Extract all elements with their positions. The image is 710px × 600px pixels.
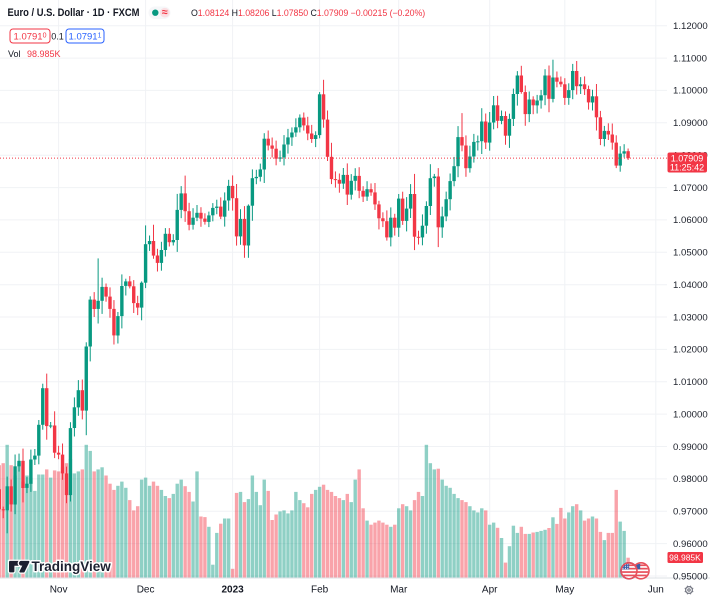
svg-text:O1.08124 H1.08206 L1.07850 C1.: O1.08124 H1.08206 L1.07850 C1.07909 −0.0…: [191, 8, 425, 18]
svg-text:1.02000: 1.02000: [673, 345, 708, 356]
svg-text:1.04000: 1.04000: [673, 280, 708, 291]
svg-text:Mar: Mar: [390, 585, 408, 596]
svg-text:1.07910: 1.07910: [14, 32, 47, 43]
svg-text:1.03000: 1.03000: [673, 312, 708, 323]
svg-text:May: May: [555, 585, 574, 596]
svg-text:1.07909: 1.07909: [671, 154, 704, 164]
svg-text:TradingView: TradingView: [32, 559, 112, 574]
svg-text:1.01000: 1.01000: [673, 377, 708, 388]
svg-text:≈: ≈: [162, 7, 168, 19]
svg-text:0.1: 0.1: [51, 32, 64, 42]
svg-text:Jun: Jun: [648, 585, 664, 596]
svg-text:0.97000: 0.97000: [673, 507, 708, 518]
svg-text:Apr: Apr: [482, 585, 498, 596]
svg-text:0.99000: 0.99000: [673, 442, 708, 453]
svg-text:1.07000: 1.07000: [673, 183, 708, 194]
svg-text:Vol: Vol: [8, 49, 21, 59]
svg-text:1.10000: 1.10000: [673, 86, 708, 97]
svg-text:1.06000: 1.06000: [673, 215, 708, 226]
svg-text:Nov: Nov: [50, 585, 68, 596]
svg-text:1.00000: 1.00000: [673, 409, 708, 420]
svg-text:Dec: Dec: [137, 585, 155, 596]
svg-text:1.05000: 1.05000: [673, 248, 708, 259]
svg-text:0.96000: 0.96000: [673, 539, 708, 550]
svg-text:0.98000: 0.98000: [673, 474, 708, 485]
svg-text:Feb: Feb: [311, 585, 329, 596]
svg-text:2023: 2023: [221, 585, 244, 596]
svg-text:1.12000: 1.12000: [673, 21, 708, 32]
svg-text:0.95000: 0.95000: [673, 571, 708, 582]
svg-text:11:25:42: 11:25:42: [670, 163, 704, 173]
svg-text:98.985K: 98.985K: [27, 49, 61, 59]
svg-text:98.985K: 98.985K: [669, 553, 701, 563]
svg-text:Euro / U.S. Dollar · 1D · FXCM: Euro / U.S. Dollar · 1D · FXCM: [8, 7, 140, 19]
svg-text:1.07911: 1.07911: [69, 32, 102, 43]
svg-text:1.11000: 1.11000: [673, 53, 707, 64]
svg-text:1.09000: 1.09000: [673, 118, 708, 129]
